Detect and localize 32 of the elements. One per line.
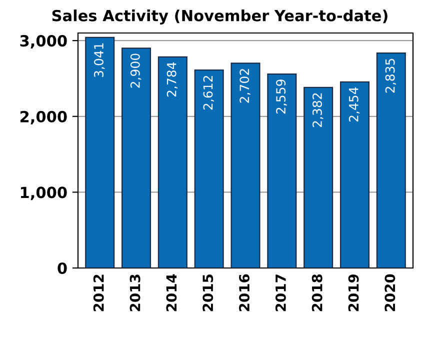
bar — [230, 62, 260, 268]
data-label: 2,900 — [130, 54, 142, 88]
bar — [340, 81, 370, 268]
data-label: 2,454 — [348, 87, 360, 122]
y-tick-label: 2,000 — [20, 110, 67, 124]
bar — [304, 86, 334, 268]
chart-title: Sales Activity (November Year-to-date) — [52, 10, 388, 24]
bar — [85, 36, 115, 268]
data-label: 3,041 — [94, 43, 105, 78]
y-tick-label: 1,000 — [20, 186, 67, 200]
bar — [267, 73, 297, 268]
x-tick-label: 2019 — [348, 274, 359, 312]
x-tick-label: 2017 — [275, 274, 286, 312]
data-label: 2,612 — [203, 76, 214, 110]
bar — [376, 52, 406, 268]
x-tick-label: 2014 — [166, 274, 177, 312]
y-tick-label: 3,000 — [20, 35, 67, 49]
data-label: 2,835 — [385, 58, 396, 93]
x-tick-label: 2018 — [312, 274, 322, 312]
bar — [194, 69, 224, 268]
bar — [122, 48, 152, 268]
x-tick-label: 2016 — [239, 274, 250, 312]
data-label: 2,702 — [240, 69, 250, 103]
x-tick-label: 2013 — [130, 274, 140, 312]
data-label: 2,382 — [312, 93, 324, 127]
data-label: 2,784 — [166, 62, 178, 97]
x-tick-label: 2012 — [93, 274, 104, 312]
bar — [158, 56, 188, 268]
data-label: 2,559 — [276, 80, 287, 114]
y-tick-label: 0 — [58, 262, 67, 274]
x-tick-label: 2015 — [202, 274, 214, 312]
x-tick-label: 2020 — [384, 274, 396, 312]
